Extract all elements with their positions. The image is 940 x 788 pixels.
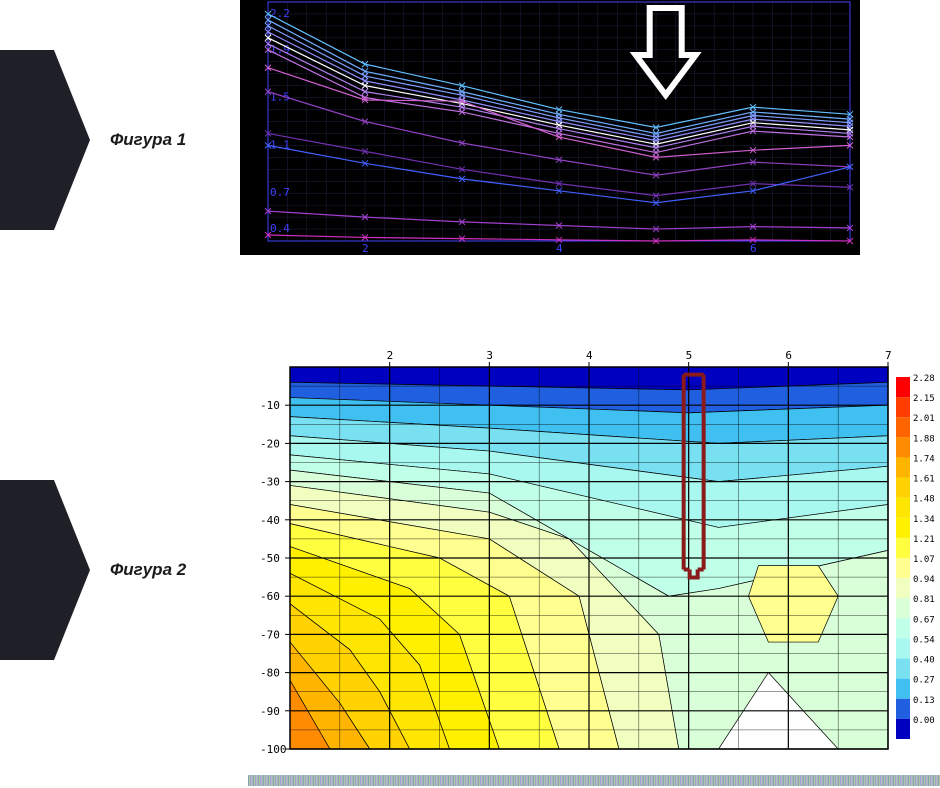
- svg-text:-20: -20: [260, 437, 280, 450]
- svg-text:-100: -100: [260, 743, 287, 755]
- svg-text:-30: -30: [260, 476, 280, 489]
- svg-text:0.94: 0.94: [913, 575, 935, 585]
- svg-text:0.00: 0.00: [913, 716, 935, 726]
- svg-text:6: 6: [750, 242, 757, 255]
- svg-text:0.4: 0.4: [270, 222, 290, 235]
- svg-text:0.81: 0.81: [913, 595, 935, 605]
- svg-text:1.34: 1.34: [913, 515, 935, 525]
- pentagon-marker-2: [0, 480, 90, 660]
- svg-text:2.28: 2.28: [913, 374, 935, 384]
- svg-text:0.13: 0.13: [913, 696, 935, 706]
- svg-text:3: 3: [486, 349, 493, 362]
- figure1-line-chart: 0.40.71.11.51.92.2246: [240, 0, 860, 255]
- svg-text:0.7: 0.7: [270, 186, 290, 199]
- svg-text:2.01: 2.01: [913, 414, 935, 424]
- figure1-label-block: Фигура 1: [0, 50, 186, 230]
- svg-text:1.74: 1.74: [913, 454, 935, 464]
- svg-text:2.2: 2.2: [270, 7, 290, 20]
- svg-text:6: 6: [785, 349, 792, 362]
- svg-text:1.61: 1.61: [913, 475, 935, 485]
- svg-text:2: 2: [362, 242, 369, 255]
- svg-text:1.07: 1.07: [913, 555, 935, 565]
- svg-text:-10: -10: [260, 399, 280, 412]
- svg-text:2: 2: [387, 349, 394, 362]
- figure2-caption: Фигура 2: [110, 560, 186, 580]
- svg-text:2.15: 2.15: [913, 394, 935, 404]
- svg-text:-70: -70: [260, 628, 280, 641]
- svg-text:-80: -80: [260, 667, 280, 680]
- svg-text:-50: -50: [260, 552, 280, 565]
- figure2-label-block: Фигура 2: [0, 480, 186, 660]
- figure2-contour-chart: 2 3 4 5 6 7 -10 -20 -30 -40 -50 -60 -70 -80 -90 -100 2.2…: [248, 345, 940, 755]
- svg-text:5: 5: [686, 349, 693, 362]
- svg-text:4: 4: [556, 242, 563, 255]
- svg-text:-40: -40: [260, 514, 280, 527]
- svg-text:1.48: 1.48: [913, 495, 935, 505]
- svg-text:0.27: 0.27: [913, 676, 935, 686]
- noise-strip: [248, 775, 940, 786]
- svg-text:4: 4: [586, 349, 593, 362]
- svg-text:-60: -60: [260, 590, 280, 603]
- svg-text:0.67: 0.67: [913, 615, 935, 625]
- pentagon-marker-1: [0, 50, 90, 230]
- svg-text:7: 7: [885, 349, 892, 362]
- svg-text:0.40: 0.40: [913, 656, 935, 666]
- svg-text:1.88: 1.88: [913, 434, 935, 444]
- svg-text:1.21: 1.21: [913, 535, 935, 545]
- figure1-caption: Фигура 1: [110, 130, 186, 150]
- svg-text:0.54: 0.54: [913, 635, 935, 645]
- svg-text:-90: -90: [260, 705, 280, 718]
